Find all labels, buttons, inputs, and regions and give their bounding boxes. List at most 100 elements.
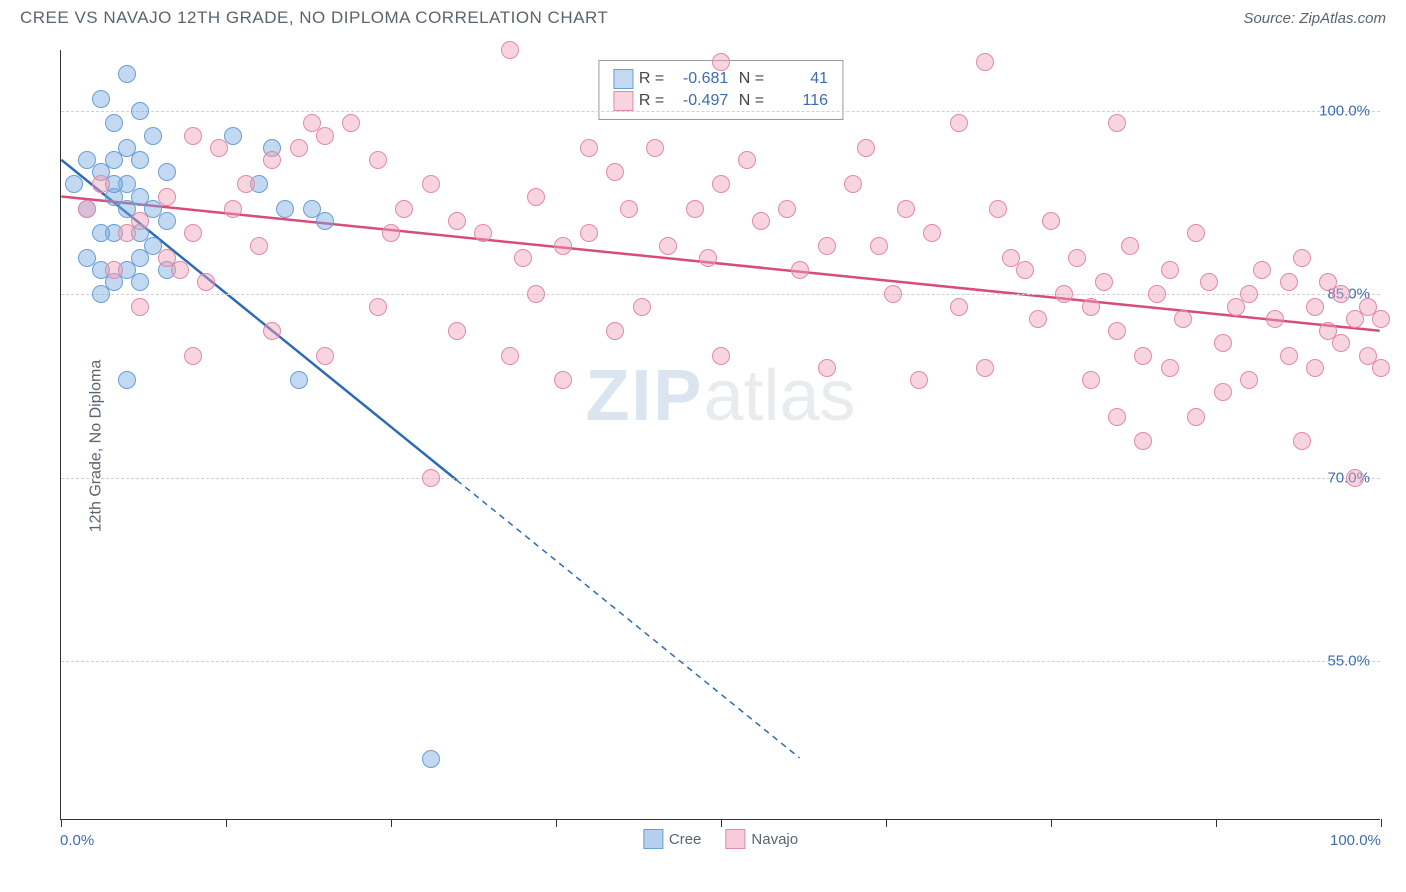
x-tick — [721, 819, 722, 827]
y-tick-label: 55.0% — [1327, 653, 1370, 670]
data-point — [158, 188, 176, 206]
data-point — [950, 298, 968, 316]
data-point — [290, 371, 308, 389]
data-point — [527, 188, 545, 206]
data-point — [92, 224, 110, 242]
data-point — [1372, 359, 1390, 377]
data-point — [818, 237, 836, 255]
data-point — [316, 347, 334, 365]
data-point — [580, 139, 598, 157]
x-axis-start: 0.0% — [60, 832, 94, 849]
data-point — [1108, 114, 1126, 132]
gridline — [61, 661, 1380, 662]
data-point — [1240, 371, 1258, 389]
data-point — [910, 371, 928, 389]
data-point — [554, 237, 572, 255]
legend-row: R =-0.681 N =41 — [613, 69, 828, 89]
data-point — [1161, 261, 1179, 279]
legend-swatch — [613, 69, 633, 89]
chart-title: CREE VS NAVAJO 12TH GRADE, NO DIPLOMA CO… — [20, 8, 608, 28]
data-point — [144, 127, 162, 145]
data-point — [646, 139, 664, 157]
data-point — [1306, 359, 1324, 377]
data-point — [1042, 212, 1060, 230]
data-point — [131, 273, 149, 291]
data-point — [1187, 408, 1205, 426]
data-point — [1082, 371, 1100, 389]
data-point — [1372, 310, 1390, 328]
data-point — [1332, 334, 1350, 352]
data-point — [184, 224, 202, 242]
data-point — [263, 322, 281, 340]
x-axis-end: 100.0% — [1330, 832, 1381, 849]
data-point — [224, 200, 242, 218]
x-tick — [61, 819, 62, 827]
data-point — [316, 127, 334, 145]
data-point — [105, 114, 123, 132]
data-point — [105, 151, 123, 169]
data-point — [1068, 249, 1086, 267]
data-point — [620, 200, 638, 218]
data-point — [158, 212, 176, 230]
data-point — [1134, 432, 1152, 450]
data-point — [699, 249, 717, 267]
data-point — [263, 151, 281, 169]
n-value: 41 — [770, 70, 828, 88]
data-point — [606, 163, 624, 181]
data-point — [501, 347, 519, 365]
data-point — [1332, 285, 1350, 303]
legend-row: R =-0.497 N =116 — [613, 91, 828, 111]
chart-plot-area: ZIPatlas R =-0.681 N =41R =-0.497 N =116… — [60, 50, 1380, 820]
data-point — [752, 212, 770, 230]
data-point — [686, 200, 704, 218]
gridline — [61, 111, 1380, 112]
x-tick — [886, 819, 887, 827]
data-point — [857, 139, 875, 157]
data-point — [1121, 237, 1139, 255]
data-point — [1293, 432, 1311, 450]
data-point — [950, 114, 968, 132]
source-attribution: Source: ZipAtlas.com — [1243, 10, 1386, 27]
data-point — [1306, 298, 1324, 316]
data-point — [237, 175, 255, 193]
data-point — [791, 261, 809, 279]
legend-swatch — [725, 829, 745, 849]
data-point — [712, 175, 730, 193]
x-tick — [1216, 819, 1217, 827]
data-point — [1280, 347, 1298, 365]
data-point — [1055, 285, 1073, 303]
data-point — [158, 163, 176, 181]
data-point — [316, 212, 334, 230]
data-point — [1214, 334, 1232, 352]
data-point — [1293, 249, 1311, 267]
data-point — [171, 261, 189, 279]
data-point — [989, 200, 1007, 218]
data-point — [884, 285, 902, 303]
gridline — [61, 294, 1380, 295]
data-point — [422, 469, 440, 487]
data-point — [131, 212, 149, 230]
r-value: -0.681 — [670, 70, 728, 88]
r-label: R = — [639, 70, 664, 88]
series-legend: Cree Navajo — [643, 829, 798, 849]
legend-label: Cree — [669, 831, 702, 848]
data-point — [712, 53, 730, 71]
data-point — [422, 750, 440, 768]
data-point — [184, 127, 202, 145]
data-point — [382, 224, 400, 242]
data-point — [778, 200, 796, 218]
data-point — [606, 322, 624, 340]
data-point — [118, 371, 136, 389]
data-point — [818, 359, 836, 377]
data-point — [1240, 285, 1258, 303]
data-point — [554, 371, 572, 389]
data-point — [105, 261, 123, 279]
data-point — [1280, 273, 1298, 291]
trend-lines-layer — [61, 50, 1380, 819]
data-point — [184, 347, 202, 365]
data-point — [712, 347, 730, 365]
watermark: ZIPatlas — [585, 355, 855, 437]
data-point — [1095, 273, 1113, 291]
legend-item: Navajo — [725, 829, 798, 849]
data-point — [1266, 310, 1284, 328]
